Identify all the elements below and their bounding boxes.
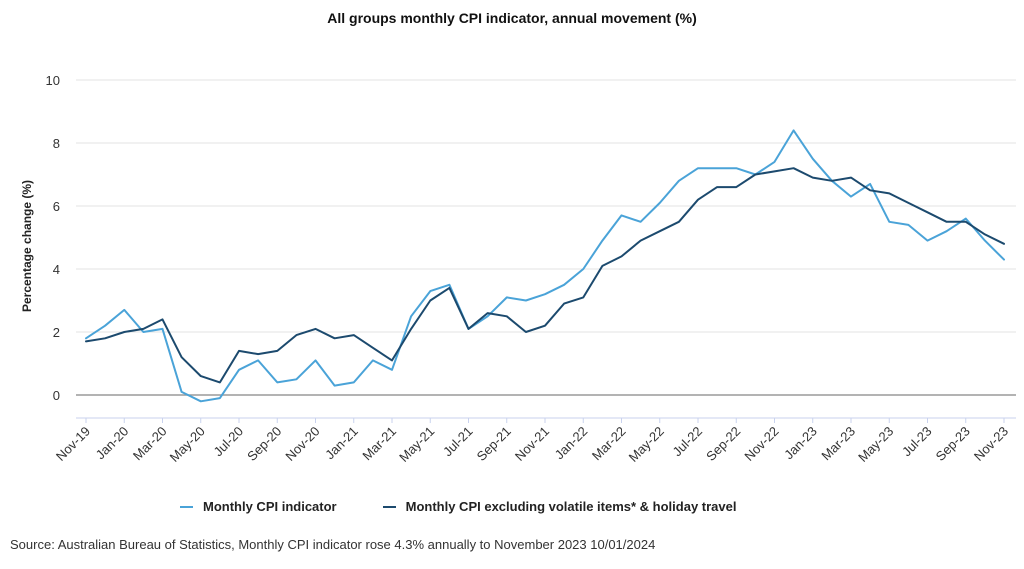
y-tick-label: 4 bbox=[53, 262, 60, 277]
y-tick-labels: 0 2 4 6 8 10 bbox=[46, 73, 60, 403]
legend-label-monthly-cpi-excluding-volatile: Monthly CPI excluding volatile items* & … bbox=[405, 499, 737, 514]
legend-swatch-monthly-cpi-excluding-volatile bbox=[382, 505, 396, 508]
source-note: Source: Australian Bureau of Statistics,… bbox=[10, 537, 656, 552]
x-tick-label: Jan-21 bbox=[322, 424, 361, 463]
x-tick-label: Mar-22 bbox=[589, 424, 629, 464]
legend-label-monthly-cpi: Monthly CPI indicator bbox=[203, 499, 337, 514]
y-axis-title: Percentage change (%) bbox=[20, 180, 34, 312]
x-tick-label: May-22 bbox=[626, 424, 667, 465]
chart-title: All groups monthly CPI indicator, annual… bbox=[327, 10, 697, 26]
series-lines bbox=[85, 129, 1005, 403]
y-tick-label: 10 bbox=[46, 73, 60, 88]
legend-swatch-monthly-cpi bbox=[180, 505, 193, 508]
x-tick-label: Sep-23 bbox=[933, 424, 973, 464]
x-tick-label: Jul-21 bbox=[440, 424, 476, 460]
x-tick-label: Sep-20 bbox=[244, 424, 284, 464]
x-tick-label: Jan-23 bbox=[781, 424, 820, 463]
axes bbox=[76, 394, 1016, 424]
x-tick-label: Sep-21 bbox=[474, 424, 514, 464]
x-tick-label: Mar-20 bbox=[130, 424, 170, 464]
x-tick-label: May-20 bbox=[167, 424, 208, 465]
x-tick-label: Nov-22 bbox=[741, 424, 781, 464]
y-tick-label: 6 bbox=[53, 199, 60, 214]
y-tick-label: 8 bbox=[53, 136, 60, 151]
x-tick-label: Nov-21 bbox=[512, 424, 552, 464]
x-tick-label: Nov-20 bbox=[282, 424, 322, 464]
x-tick-label: Sep-22 bbox=[703, 424, 743, 464]
gridlines bbox=[76, 79, 1016, 333]
x-tick-label: Mar-21 bbox=[359, 424, 399, 464]
x-tick-label: May-21 bbox=[396, 424, 437, 465]
x-tick-label: Jul-23 bbox=[899, 424, 935, 460]
x-tick-label: Jan-22 bbox=[552, 424, 591, 463]
series-line-monthly-cpi-excluding-volatile bbox=[85, 167, 1005, 384]
x-tick-label: Jan-20 bbox=[93, 424, 132, 463]
y-tick-label: 2 bbox=[53, 325, 60, 340]
y-tick-label: 0 bbox=[53, 388, 60, 403]
x-tick-label: Mar-23 bbox=[818, 424, 858, 464]
legend-item-monthly-cpi: Monthly CPI indicator bbox=[180, 499, 337, 514]
x-tick-label: Nov-23 bbox=[971, 424, 1011, 464]
legend-item-monthly-cpi-excluding-volatile: Monthly CPI excluding volatile items* & … bbox=[382, 499, 737, 514]
x-tick-label: Jul-20 bbox=[210, 424, 246, 460]
x-tick-label: May-23 bbox=[855, 424, 896, 465]
x-tick-label: Nov-19 bbox=[53, 424, 93, 464]
legend: Monthly CPI indicator Monthly CPI exclud… bbox=[180, 499, 782, 514]
series-line-monthly-cpi bbox=[85, 129, 1005, 403]
x-tick-label: Jul-22 bbox=[669, 424, 705, 460]
